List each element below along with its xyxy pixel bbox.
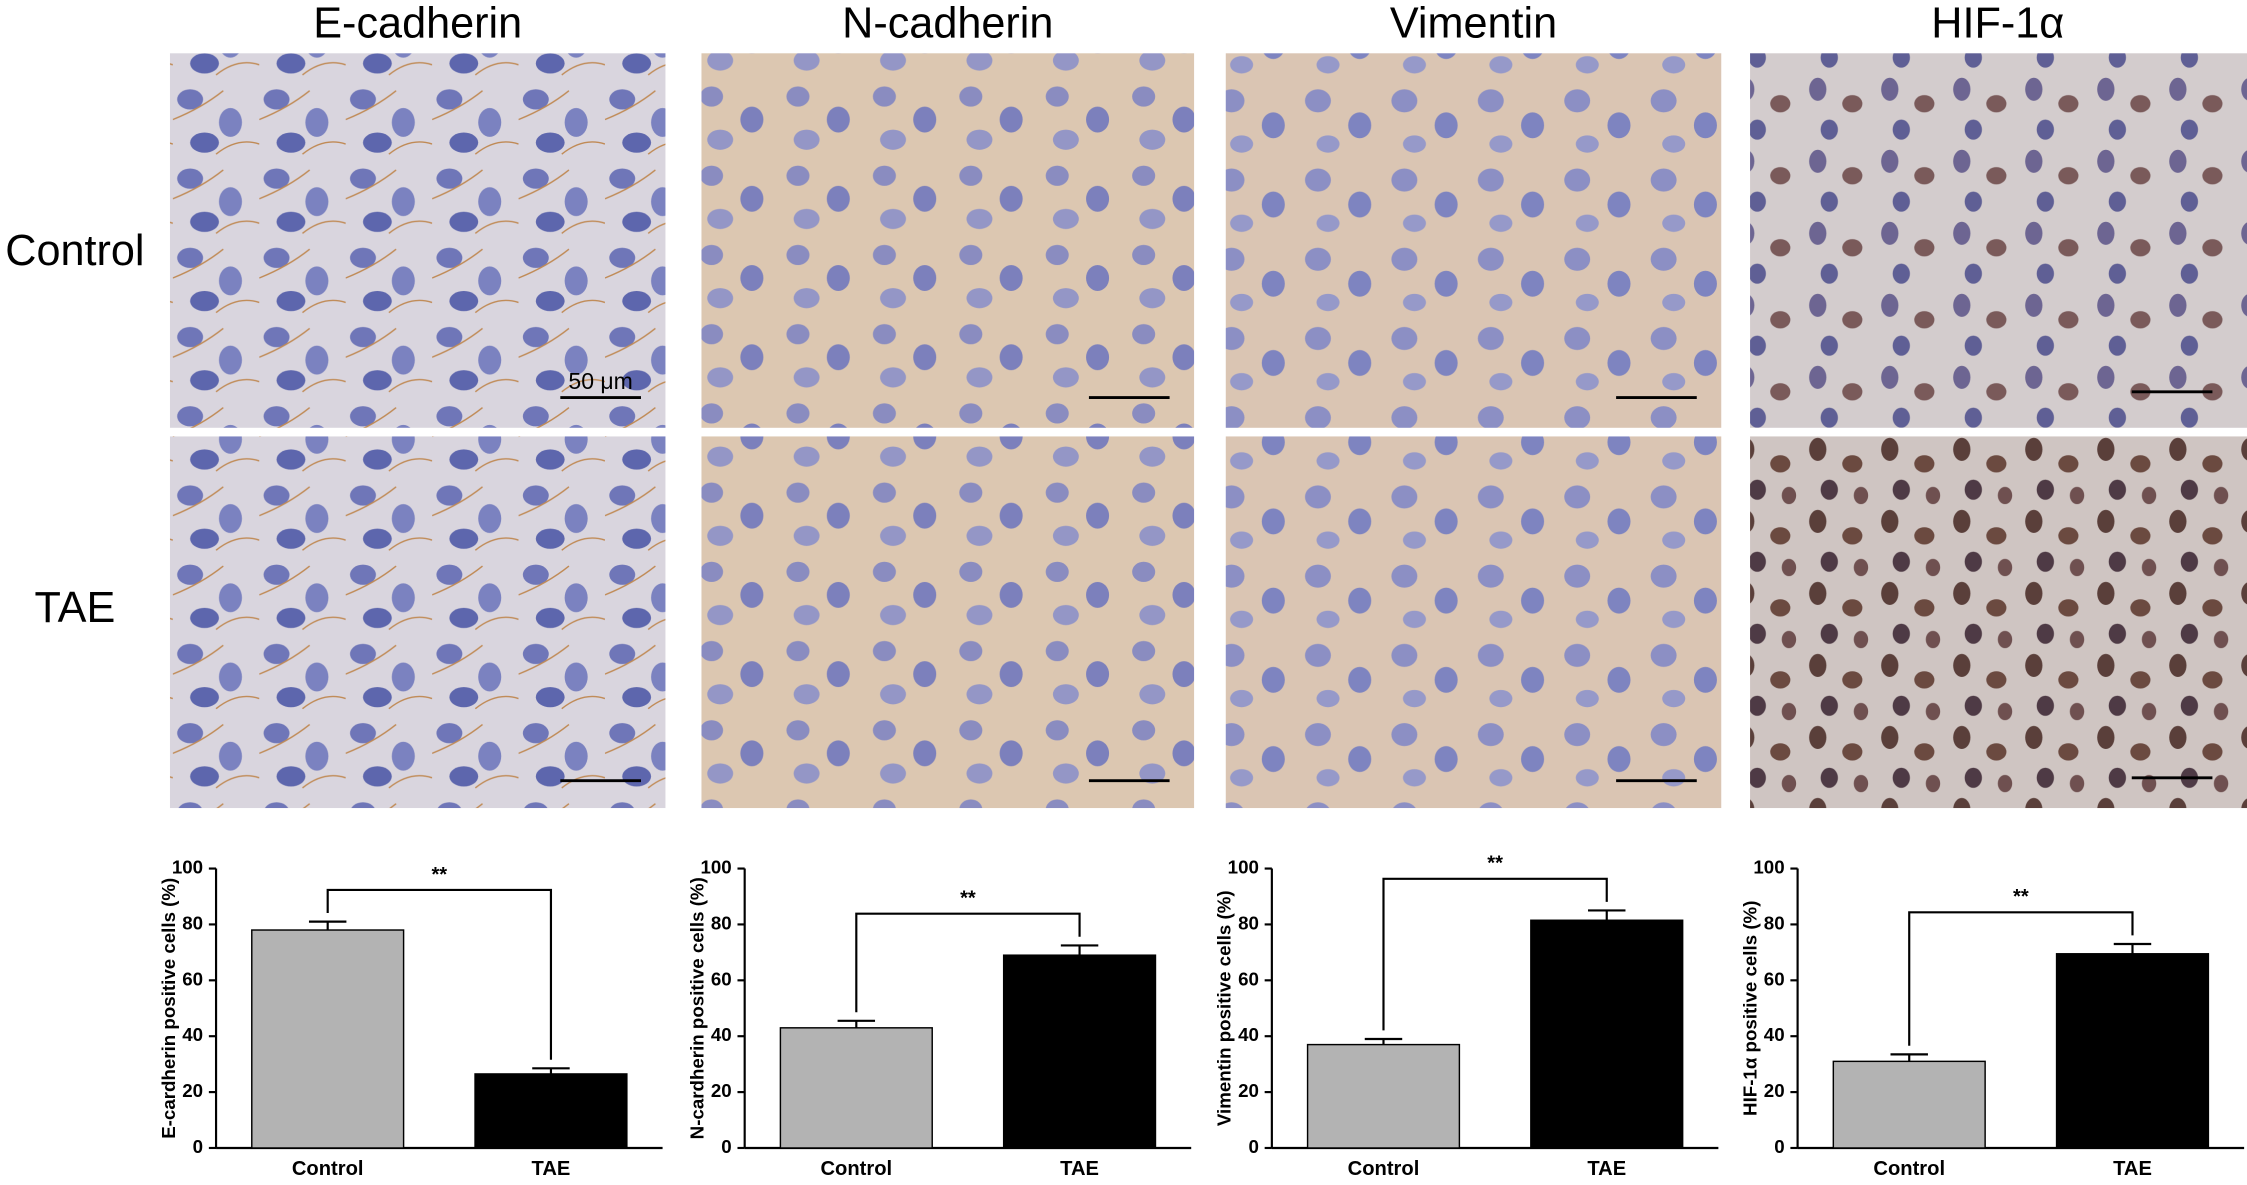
y-axis-label: N-cardherin positive cells (%) (687, 877, 708, 1139)
y-tick-label: 80 (182, 912, 203, 933)
bar-chart: 0 20 40 60 80 100 Vimentin positive cells (%) C… (1214, 853, 1719, 1180)
significance-bracket (326, 888, 553, 1060)
y-tick-label: 80 (1238, 912, 1259, 933)
column-title: HIF-1α (1931, 0, 2064, 47)
micrographs: 50 μm (169, 53, 2247, 809)
micrograph (1225, 53, 1722, 428)
y-tick-label: 80 (1764, 912, 1785, 933)
x-tick-label: TAE (1587, 1158, 1626, 1180)
significance-bracket (855, 912, 1081, 1013)
y-tick-label: 100 (700, 856, 731, 877)
bar-chart: 0 20 40 60 80 100 HIF-1α positive cells (%) Con… (1739, 856, 2245, 1180)
significance-label: ** (960, 888, 976, 910)
column-title: E-cadherin (313, 0, 522, 47)
y-tick-label: 20 (1238, 1080, 1259, 1101)
bar (474, 1073, 628, 1149)
column-title: N-cadherin (842, 0, 1053, 47)
y-tick-label: 40 (1764, 1024, 1785, 1045)
error-bar (837, 1019, 876, 1028)
micrograph (701, 53, 1195, 428)
significance-label: ** (1487, 853, 1503, 875)
bar (1530, 919, 1684, 1149)
y-axis-label: HIF-1α positive cells (%) (1739, 901, 1760, 1116)
error-bar (1364, 1037, 1403, 1045)
micrograph (1225, 436, 1722, 809)
y-tick-label: 0 (1248, 1136, 1258, 1157)
error-bar (1060, 944, 1099, 956)
micrograph (169, 53, 666, 428)
bar (2055, 953, 2210, 1149)
y-tick-label: 0 (1774, 1136, 1784, 1157)
bar (251, 929, 405, 1149)
x-tick-label: Control (820, 1158, 892, 1180)
y-tick-label: 60 (182, 968, 203, 989)
row-label: TAE (34, 584, 115, 632)
y-axis-label: E-cardherin positive cells (%) (158, 878, 179, 1139)
error-bar (1890, 1053, 1928, 1062)
micrograph (1750, 436, 2247, 809)
x-tick-label: Control (1873, 1158, 1945, 1180)
bar (1832, 1060, 1986, 1149)
y-tick-label: 40 (711, 1024, 732, 1045)
error-bar (532, 1067, 570, 1074)
significance-label: ** (2013, 886, 2029, 908)
y-axis-label: Vimentin positive cells (%) (1214, 890, 1235, 1126)
error-bar (308, 920, 347, 931)
x-tick-label: Control (292, 1158, 364, 1180)
y-tick-label: 60 (711, 968, 732, 989)
y-tick-label: 100 (172, 856, 203, 877)
x-tick-label: TAE (1060, 1158, 1099, 1180)
y-tick-label: 0 (721, 1136, 731, 1157)
y-tick-label: 20 (1764, 1080, 1785, 1101)
micrograph (701, 436, 1195, 809)
x-tick-label: TAE (2113, 1158, 2152, 1180)
scale-bars (560, 390, 2213, 783)
y-tick-label: 60 (1238, 968, 1259, 989)
significance-bracket (1382, 877, 1608, 1031)
y-tick-label: 40 (1238, 1024, 1259, 1045)
y-tick-label: 20 (182, 1080, 203, 1101)
x-tick-label: Control (1348, 1158, 1420, 1180)
x-tick-label: TAE (532, 1158, 571, 1180)
bar (779, 1027, 933, 1149)
bar (1306, 1043, 1461, 1149)
significance-bracket (1908, 911, 2134, 1046)
micrograph (169, 436, 666, 809)
y-tick-label: 100 (1228, 856, 1259, 877)
column-title: Vimentin (1390, 0, 1557, 47)
y-tick-label: 100 (1753, 856, 1784, 877)
error-bar (1588, 909, 1626, 921)
y-tick-label: 60 (1764, 968, 1785, 989)
y-tick-label: 40 (182, 1024, 203, 1045)
scale-bar-label: 50 μm (568, 368, 632, 394)
bar (1002, 954, 1157, 1149)
y-tick-label: 0 (193, 1136, 203, 1157)
error-bar (2113, 942, 2152, 954)
y-tick-label: 20 (711, 1080, 732, 1101)
significance-label: ** (431, 864, 447, 886)
y-tick-label: 80 (711, 912, 732, 933)
row-label: Control (5, 227, 144, 275)
micrograph (1750, 53, 2247, 428)
